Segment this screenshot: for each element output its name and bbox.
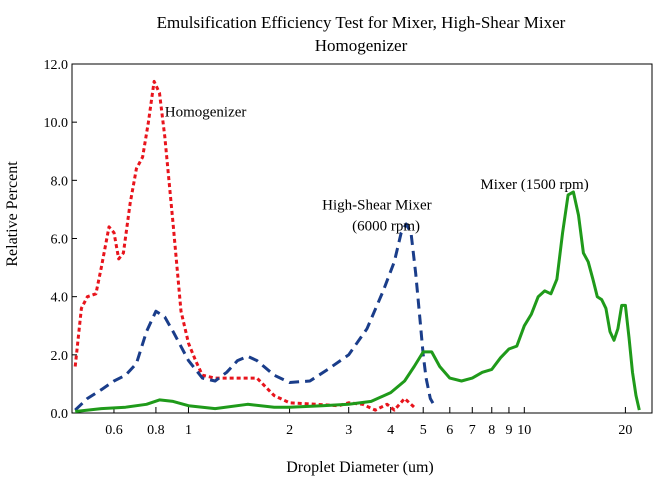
- x-tick-label-2: 1: [185, 423, 192, 438]
- x-tick-label-12: 20: [618, 423, 632, 438]
- y-tick-label-0: 0.0: [51, 407, 69, 422]
- x-tick-label-8: 7: [469, 423, 476, 438]
- series-label-2: Mixer (1500 rpm): [480, 177, 588, 193]
- x-tick-label-5: 4: [387, 423, 394, 438]
- y-tick-label-3: 6.0: [51, 233, 69, 248]
- y-axis-label: Relative Percent: [4, 161, 21, 267]
- series-label-1: High-Shear Mixer (6000 rpm): [322, 197, 432, 234]
- chart-title-line-2: Homogenizer: [315, 36, 408, 55]
- x-tick-label-0: 0.6: [105, 423, 123, 438]
- annotation-layer: Homogenizer High-Shear Mixer (6000 rpm) Mix…: [165, 104, 589, 234]
- chart-title-line-1: Emulsification Efficiency Test for Mixer…: [157, 13, 566, 32]
- x-tick-label-10: 9: [505, 423, 512, 438]
- x-tick-label-4: 3: [345, 423, 352, 438]
- x-tick-label-9: 8: [488, 423, 495, 438]
- x-tick-label-6: 5: [420, 423, 427, 438]
- series-line-1: [74, 222, 436, 412]
- y-tick-label-2: 4.0: [51, 291, 69, 306]
- y-tick-label-1: 2.0: [51, 349, 69, 364]
- series-layer: [73, 79, 641, 413]
- x-tick-label-3: 2: [286, 423, 293, 438]
- series-label-0: Homogenizer: [165, 104, 247, 120]
- series-line-2: [75, 190, 641, 413]
- x-axis: 0.6 0.8 1 2 3 4 5 6 7 8 9 10 20: [105, 407, 632, 438]
- x-tick-label-7: 6: [446, 423, 453, 438]
- plot-frame: [71, 63, 653, 414]
- series-line-0: [73, 79, 416, 412]
- x-tick-label-11: 10: [517, 423, 531, 438]
- x-tick-label-1: 0.8: [147, 423, 165, 438]
- y-tick-label-6: 12.0: [44, 58, 69, 73]
- x-axis-label: Droplet Diameter (um): [286, 459, 434, 476]
- y-axis: 0.0 2.0 4.0 6.0 8.0 10.0 12.0: [44, 58, 77, 422]
- y-tick-label-5: 10.0: [44, 116, 69, 131]
- y-tick-label-4: 8.0: [51, 174, 69, 189]
